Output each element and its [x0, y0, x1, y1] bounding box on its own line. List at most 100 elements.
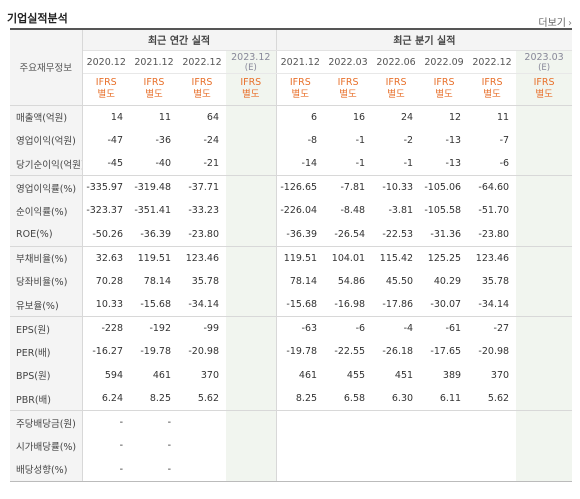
- period-header: 2023.12 (E): [226, 50, 277, 74]
- row-label: 영업이익(억원): [10, 128, 83, 152]
- standard-label: 별도: [97, 89, 115, 100]
- table-cell: -26.18: [382, 346, 414, 358]
- table-cell: 16: [352, 111, 366, 123]
- table-cell: 12: [448, 111, 462, 123]
- table-cell: -10.33: [372, 175, 421, 199]
- standard-label: 별도: [242, 89, 260, 100]
- table-cell: -15.68: [140, 299, 171, 310]
- standard-label: IFRS: [337, 77, 359, 88]
- table-cell: [276, 410, 325, 434]
- standard-header: IFRS 별도: [226, 73, 277, 106]
- table-cell: [226, 245, 277, 270]
- standard-header: IFRS 별도: [420, 73, 469, 106]
- table-cell: 6.24: [101, 393, 123, 404]
- table-cell: -99: [178, 316, 226, 340]
- table-row: 순이익률(%) -323.37 -351.41 -33.23 -226.04 -8.48 -…: [10, 199, 573, 223]
- standard-label: IFRS: [95, 77, 117, 88]
- standard-label: IFRS: [240, 77, 262, 88]
- standard-label: 별도: [535, 89, 553, 100]
- table-cell: -7.81: [324, 175, 373, 199]
- table-cell: -40: [155, 158, 171, 169]
- table-cell: -36: [155, 134, 171, 146]
- row-header-label: 주요재무정보: [10, 29, 83, 106]
- period-header: 2021.12: [130, 50, 178, 74]
- table-cell: 78.14: [289, 275, 318, 287]
- table-cell: -64.60: [468, 175, 517, 199]
- table-cell: 594: [104, 369, 123, 381]
- table-cell: [468, 434, 516, 458]
- table-cell: -7: [499, 134, 510, 146]
- table-cell: 45.50: [385, 275, 414, 287]
- more-link[interactable]: 더보기 ›: [538, 14, 572, 29]
- standard-header: IFRS 별도: [372, 73, 421, 106]
- row-label: 유보율(%): [10, 293, 83, 317]
- standard-header: IFRS 별도: [516, 73, 573, 106]
- row-label: 주당배당금(원): [10, 410, 83, 434]
- financial-summary-table: 주요재무정보 최근 연간 실적 최근 분기 실적 2020.12 2021.12 2…: [10, 28, 573, 482]
- table-cell: -22.53: [382, 228, 414, 240]
- period-label: 2023.03: [524, 51, 564, 63]
- period-header: 2022.12: [178, 50, 226, 74]
- table-cell: 104.01: [324, 245, 373, 270]
- table-cell: 389: [442, 369, 462, 381]
- row-label: PBR(배): [10, 387, 83, 411]
- table-cell: [226, 175, 277, 199]
- table-cell: -: [167, 440, 171, 452]
- table-cell: -50.26: [92, 228, 123, 240]
- table-cell: 32.63: [82, 245, 130, 270]
- table-cell: -17.86: [382, 299, 414, 310]
- table-cell: -1: [355, 158, 366, 169]
- table-cell: 6.11: [439, 393, 462, 404]
- table-cell: -126.65: [276, 175, 325, 199]
- period-header: 2022.06: [372, 50, 421, 74]
- table-cell: [226, 316, 277, 340]
- table-cell: [516, 222, 573, 246]
- table-row: PER(배) -16.27 -19.78 -20.98 -19.78 -22.55 -26.…: [10, 340, 573, 364]
- standard-header: IFRS 별도: [468, 73, 517, 106]
- table-row: 당좌비율(%) 70.28 78.14 35.78 78.14 54.86 45.50 40.…: [10, 269, 573, 293]
- standard-header: IFRS 별도: [130, 73, 178, 106]
- period-header: 2022.12: [468, 50, 517, 74]
- table-row: 시가배당률(%) - -: [10, 434, 573, 458]
- table-cell: -47: [107, 134, 123, 146]
- period-header: 2023.03 (E): [516, 50, 573, 74]
- estimate-marker: (E): [244, 62, 257, 73]
- standard-label: 별도: [435, 89, 453, 100]
- table-cell: [324, 434, 372, 458]
- more-label: 더보기: [538, 18, 566, 29]
- table-cell: 461: [152, 369, 171, 381]
- table-cell: -319.48: [130, 175, 178, 199]
- table-row: EPS(원) -228 -192 -99 -63 -6 -4 -61 -27: [10, 316, 573, 340]
- table-cell: 5.62: [197, 393, 219, 404]
- table-cell: -61: [420, 316, 469, 340]
- table-cell: 451: [394, 369, 414, 381]
- table-cell: -19.78: [286, 346, 318, 358]
- table-cell: [226, 199, 277, 223]
- table-cell: [468, 410, 517, 434]
- table-cell: 455: [346, 369, 366, 381]
- standard-header: IFRS 별도: [178, 73, 226, 106]
- table-cell: -36.39: [140, 228, 171, 240]
- table-cell: -226.04: [280, 205, 318, 217]
- table-cell: -8.48: [340, 205, 366, 217]
- section-header: 기업실적분석 더보기 ›: [0, 0, 580, 29]
- table-cell: -16.98: [334, 299, 366, 310]
- period-label: 2021.12: [134, 56, 174, 68]
- standard-label: 별도: [145, 89, 163, 100]
- table-cell: -6: [499, 158, 510, 169]
- table-row: BPS(원) 594 461 370 461 455 451 389 370: [10, 363, 573, 387]
- standard-label: IFRS: [533, 77, 555, 88]
- table-cell: [516, 340, 573, 364]
- table-cell: -34.14: [188, 299, 219, 310]
- period-header: 2021.12: [276, 50, 325, 74]
- table-cell: [324, 457, 373, 482]
- table-cell: -228: [82, 316, 130, 340]
- period-label: 2022.03: [328, 56, 368, 68]
- row-label: 매출액(억원): [10, 105, 83, 129]
- table-cell: [516, 199, 573, 223]
- table-cell: [516, 175, 573, 199]
- table-cell: -105.58: [424, 205, 462, 217]
- table-cell: [226, 222, 277, 246]
- table-cell: -1: [355, 134, 366, 146]
- table-cell: -30.07: [430, 299, 462, 310]
